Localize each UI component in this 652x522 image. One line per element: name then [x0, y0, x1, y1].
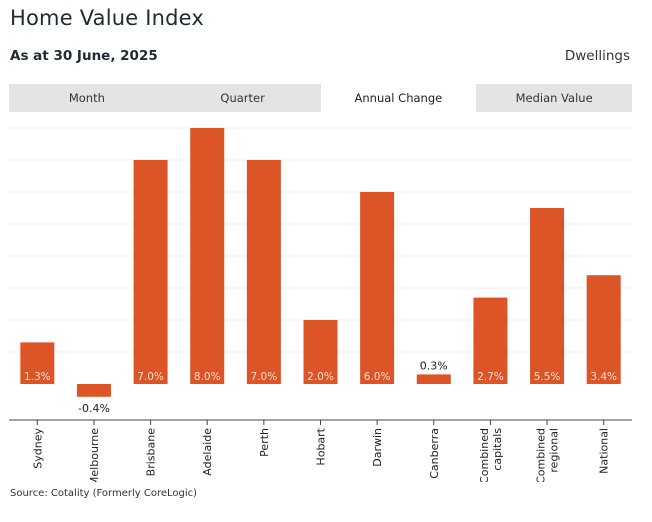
bar-10	[586, 275, 621, 384]
data-label: 0.3%	[420, 359, 448, 372]
x-tick-label: Sydney	[31, 428, 44, 469]
bar-7	[416, 374, 451, 384]
tab-quarter[interactable]: Quarter	[220, 91, 265, 105]
bar-chart: 1.3% Sydney -0.4% Melbourne 7.0% Brisbane 8.0%…	[9, 127, 632, 482]
bar-6	[360, 192, 395, 384]
bar-3	[190, 128, 225, 384]
data-label: 5.5%	[534, 371, 561, 383]
x-tick-label: Perth	[258, 428, 271, 457]
x-tick-label: Darwin	[371, 428, 384, 467]
data-label: 1.3%	[24, 371, 51, 383]
bar-8	[473, 297, 508, 384]
tab-annual-change[interactable]: Annual Change	[320, 84, 477, 112]
bar-0	[20, 342, 55, 384]
x-tick-label: Hobart	[315, 427, 328, 465]
property-type-label: Dwellings	[564, 48, 630, 64]
data-label: 2.7%	[477, 371, 504, 383]
x-tick-label: Combinedregional	[535, 428, 561, 482]
x-tick-label: Canberra	[428, 428, 441, 479]
bar-2	[133, 160, 168, 384]
bar-9	[530, 208, 565, 384]
x-tick-label: Combinedcapitals	[478, 428, 504, 482]
data-label: 7.0%	[251, 371, 278, 383]
data-label: 6.0%	[364, 371, 391, 383]
x-tick-label: National	[598, 428, 611, 474]
metric-tabs: Month Quarter Annual Change Median Value	[9, 84, 632, 112]
bar-1	[76, 384, 111, 397]
as-at-date: As at 30 June, 2025	[10, 48, 158, 64]
page-title: Home Value Index	[10, 6, 205, 30]
bar-4	[246, 160, 281, 384]
tab-median-value[interactable]: Median Value	[515, 91, 593, 105]
data-label: 8.0%	[194, 371, 221, 383]
data-label: 3.4%	[590, 371, 617, 383]
x-tick-label: Brisbane	[145, 428, 158, 477]
bar-5	[303, 320, 338, 384]
data-label: 7.0%	[137, 371, 164, 383]
x-tick-label: Melbourne	[88, 428, 101, 482]
source-note: Source: Cotality (Formerly CoreLogic)	[10, 488, 198, 499]
tab-month[interactable]: Month	[68, 91, 105, 105]
data-label: -0.4%	[78, 402, 110, 415]
data-label: 2.0%	[307, 371, 334, 383]
x-tick-label: Adelaide	[201, 428, 214, 476]
